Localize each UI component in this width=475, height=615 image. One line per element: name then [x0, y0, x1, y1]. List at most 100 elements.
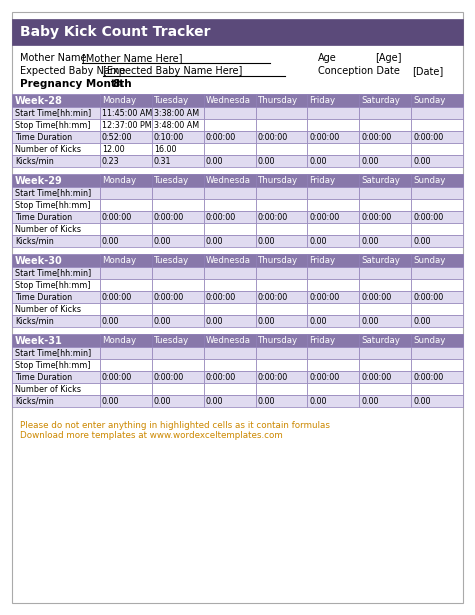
Bar: [411, 334, 463, 347]
Bar: [256, 211, 307, 223]
Bar: [152, 254, 204, 267]
Text: 0.00: 0.00: [413, 156, 431, 165]
Bar: [204, 254, 256, 267]
Bar: [204, 359, 256, 371]
Bar: [256, 359, 307, 371]
Bar: [100, 223, 152, 235]
Text: Kicks/min: Kicks/min: [15, 237, 54, 245]
Bar: [307, 211, 359, 223]
Bar: [411, 371, 463, 383]
Text: 0.00: 0.00: [413, 237, 431, 245]
Text: Number of Kicks: Number of Kicks: [15, 384, 81, 394]
Bar: [307, 303, 359, 315]
Text: Saturday: Saturday: [361, 256, 400, 265]
Bar: [12, 187, 100, 199]
Bar: [152, 131, 204, 143]
Bar: [204, 303, 256, 315]
Bar: [100, 371, 152, 383]
Bar: [359, 211, 411, 223]
Bar: [100, 174, 152, 187]
Text: Week-31: Week-31: [15, 336, 63, 346]
Text: Thursday: Thursday: [257, 336, 298, 345]
Text: 0:00:00: 0:00:00: [154, 293, 184, 301]
Bar: [256, 94, 307, 107]
Bar: [307, 131, 359, 143]
Bar: [152, 315, 204, 327]
Bar: [359, 143, 411, 155]
Text: Thursday: Thursday: [257, 176, 298, 185]
Text: 0.00: 0.00: [309, 156, 327, 165]
Bar: [12, 223, 100, 235]
Bar: [256, 279, 307, 291]
Bar: [411, 315, 463, 327]
Bar: [359, 254, 411, 267]
Bar: [204, 155, 256, 167]
Bar: [411, 94, 463, 107]
Text: 0:52:00: 0:52:00: [102, 132, 133, 141]
Text: Stop Time[hh:mm]: Stop Time[hh:mm]: [15, 121, 91, 130]
Text: Baby Kick Count Tracker: Baby Kick Count Tracker: [20, 25, 210, 39]
Text: Sunday: Sunday: [413, 256, 446, 265]
Bar: [100, 303, 152, 315]
Bar: [359, 359, 411, 371]
Text: Kicks/min: Kicks/min: [15, 317, 54, 325]
Bar: [12, 359, 100, 371]
Bar: [411, 211, 463, 223]
Text: 12.00: 12.00: [102, 145, 124, 154]
Bar: [359, 267, 411, 279]
Bar: [411, 187, 463, 199]
Text: Start Time[hh:min]: Start Time[hh:min]: [15, 349, 91, 357]
Text: 0:00:00: 0:00:00: [102, 373, 132, 381]
Text: Time Duration: Time Duration: [15, 373, 72, 381]
Bar: [359, 235, 411, 247]
Text: 0.00: 0.00: [309, 317, 327, 325]
Bar: [256, 371, 307, 383]
Bar: [12, 279, 100, 291]
Bar: [256, 291, 307, 303]
Text: Time Duration: Time Duration: [15, 132, 72, 141]
Bar: [359, 303, 411, 315]
Text: 11:45:00 AM: 11:45:00 AM: [102, 108, 152, 117]
Text: 0.00: 0.00: [361, 397, 379, 405]
Bar: [411, 303, 463, 315]
Bar: [12, 347, 100, 359]
Text: 0:00:00: 0:00:00: [154, 213, 184, 221]
Bar: [204, 267, 256, 279]
Bar: [152, 347, 204, 359]
Bar: [152, 174, 204, 187]
Bar: [256, 334, 307, 347]
Bar: [152, 223, 204, 235]
Bar: [12, 107, 100, 119]
Bar: [359, 347, 411, 359]
Text: 0:00:00: 0:00:00: [413, 132, 443, 141]
Bar: [307, 119, 359, 131]
Bar: [12, 383, 100, 395]
Bar: [411, 235, 463, 247]
Bar: [12, 143, 100, 155]
Bar: [12, 315, 100, 327]
Text: 0:00:00: 0:00:00: [361, 213, 391, 221]
Text: Kicks/min: Kicks/min: [15, 156, 54, 165]
Text: 0:00:00: 0:00:00: [257, 373, 288, 381]
Text: 0.23: 0.23: [102, 156, 120, 165]
Bar: [12, 395, 100, 407]
Text: 0.00: 0.00: [206, 397, 223, 405]
Text: Stop Time[hh:mm]: Stop Time[hh:mm]: [15, 280, 91, 290]
Bar: [359, 383, 411, 395]
Bar: [411, 131, 463, 143]
Bar: [204, 174, 256, 187]
Bar: [12, 291, 100, 303]
Text: 0:00:00: 0:00:00: [102, 293, 132, 301]
Bar: [152, 395, 204, 407]
Text: 3:48:00 AM: 3:48:00 AM: [154, 121, 199, 130]
Bar: [204, 119, 256, 131]
Text: Week-30: Week-30: [15, 255, 63, 266]
Text: Friday: Friday: [309, 336, 335, 345]
Bar: [359, 155, 411, 167]
Bar: [152, 155, 204, 167]
Bar: [204, 315, 256, 327]
Bar: [100, 395, 152, 407]
Bar: [256, 131, 307, 143]
Text: Tuesday: Tuesday: [154, 336, 189, 345]
Bar: [256, 223, 307, 235]
